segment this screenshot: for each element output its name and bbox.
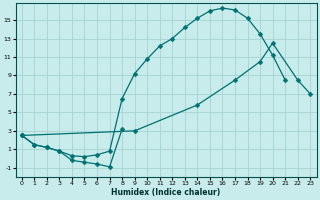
X-axis label: Humidex (Indice chaleur): Humidex (Indice chaleur) (111, 188, 221, 197)
